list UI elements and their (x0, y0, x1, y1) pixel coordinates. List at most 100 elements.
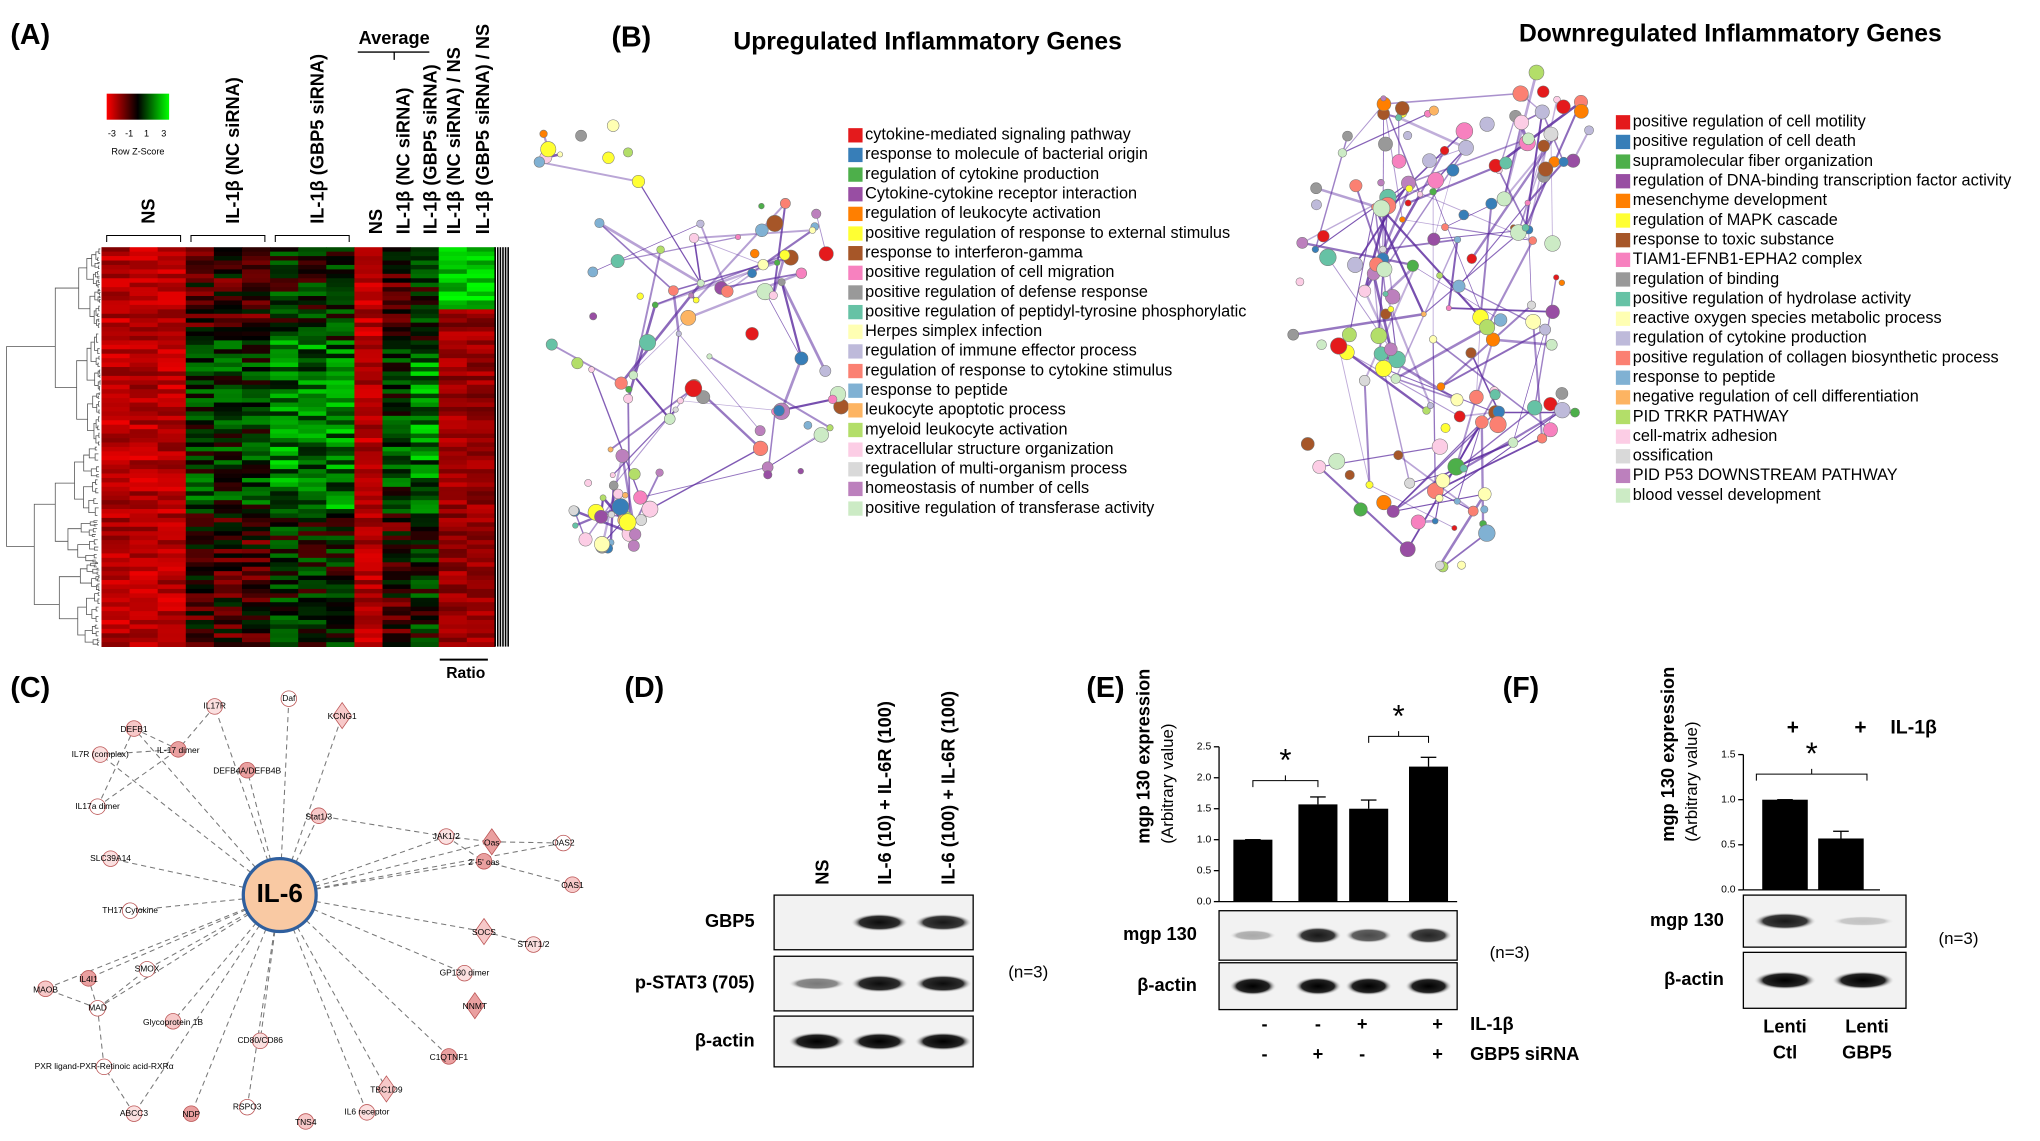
heatmap-cell (101, 451, 130, 457)
heatmap-cell (410, 340, 440, 346)
heatmap-cell (466, 406, 496, 412)
heatmap-cell (410, 477, 440, 483)
heatmap-cell (157, 340, 187, 346)
heatmap-cell (466, 544, 496, 550)
network-node (1405, 184, 1413, 193)
heatmap-cell (326, 282, 355, 288)
heatmap-cell (298, 628, 327, 634)
significance-star: * (1393, 698, 1405, 733)
heatmap-cell (101, 642, 130, 647)
heatmap-cell (410, 438, 440, 443)
heatmap-cell (157, 580, 187, 585)
heatmap-cell (382, 611, 411, 616)
network-node (1493, 313, 1508, 327)
heatmap-cell (326, 406, 355, 412)
heatmap-cell (213, 296, 243, 301)
heatmap-cell (410, 637, 440, 643)
dendrogram-branch (94, 272, 98, 278)
network-node (1378, 136, 1393, 152)
ipa-node-label: CD80/CD86 (237, 1035, 283, 1045)
dendrogram-branch (94, 291, 99, 301)
heatmap-cell (410, 442, 440, 448)
heatmap-cell (213, 411, 243, 417)
heatmap-cell (157, 606, 187, 612)
ipa-node (564, 876, 581, 893)
ipa-node-label: IL4I1 (79, 974, 98, 984)
heatmap-cell (185, 256, 215, 261)
ipa-node-label: ABCC3 (120, 1108, 148, 1118)
dendrogram-branch (77, 606, 87, 636)
network-node (622, 492, 629, 499)
legend-label: response to interferon-gamma (865, 243, 1084, 261)
heatmap-cell (410, 544, 440, 550)
side-bar (504, 247, 507, 647)
heatmap-cell (241, 633, 271, 639)
heatmap-cell (382, 260, 411, 266)
heatmap-cell (241, 273, 271, 279)
heatmap-cell (129, 446, 159, 452)
treatment-sign: + (1787, 716, 1799, 739)
ratio-label: Ratio (446, 665, 485, 682)
heatmap-cell (438, 273, 468, 279)
network-edge (1382, 238, 1458, 251)
heatmap-cell (382, 300, 411, 306)
blot-label: β-actin (1137, 975, 1197, 995)
heatmap-cell (101, 442, 130, 448)
network-node (795, 267, 808, 279)
heatmap-cell (185, 571, 215, 576)
heatmap-cell (354, 535, 383, 541)
network-edge (1440, 328, 1546, 388)
ipa-node (206, 698, 223, 715)
heatmap-cell (213, 553, 243, 559)
heatmap-cell (241, 322, 271, 328)
heatmap-cell (438, 531, 468, 537)
heatmap-cell (213, 509, 243, 514)
network-node (540, 141, 557, 158)
heatmap-cell (382, 406, 411, 412)
heatmap-cell (101, 358, 130, 363)
network-node (684, 379, 703, 398)
heatmap-cell (382, 451, 411, 457)
ipa-edge (483, 860, 573, 886)
heatmap-cell (298, 349, 327, 355)
heatmap-cell (157, 260, 187, 266)
x-category-label: GBP5 (1842, 1043, 1892, 1063)
network-node (797, 468, 804, 475)
heatmap-cell (101, 477, 130, 483)
dendrogram-branch (94, 546, 99, 551)
network-node (607, 446, 614, 453)
heatmap-cell (213, 438, 243, 443)
heatmap-cell (270, 588, 299, 594)
network-node (611, 498, 630, 516)
heatmap-cell (213, 602, 243, 608)
legend-label: regulation of binding (1633, 270, 1779, 288)
network-node (827, 394, 838, 405)
heatmap-cell (157, 526, 187, 532)
treatment-sign: + (1854, 716, 1866, 739)
network-node (1524, 199, 1531, 206)
heatmap-cell (326, 318, 355, 324)
heatmap-cell (438, 415, 468, 421)
legend-swatch (1615, 331, 1631, 346)
heatmap-cell (326, 460, 355, 466)
heatmap-cell (185, 477, 215, 483)
dendrogram-branch (92, 273, 97, 284)
heatmap-cell (157, 548, 187, 554)
heatmap-cell (185, 273, 215, 279)
heatmap-cell (298, 362, 327, 368)
heatmap-cell (101, 438, 130, 443)
heatmap-cell (438, 602, 468, 608)
heatmap-cell (466, 442, 496, 448)
network-edge (772, 254, 786, 296)
heatmap-cell (466, 402, 496, 408)
blot-band (850, 974, 909, 993)
heatmap-cell (101, 420, 130, 426)
heatmap-cell (101, 571, 130, 576)
network-node (1431, 438, 1448, 455)
network-node (1295, 277, 1305, 287)
heatmap-cell (270, 580, 299, 585)
dendrogram-branch (6, 346, 56, 547)
network-node (606, 119, 620, 132)
heatmap-cell (129, 557, 159, 563)
network-node (818, 246, 834, 262)
